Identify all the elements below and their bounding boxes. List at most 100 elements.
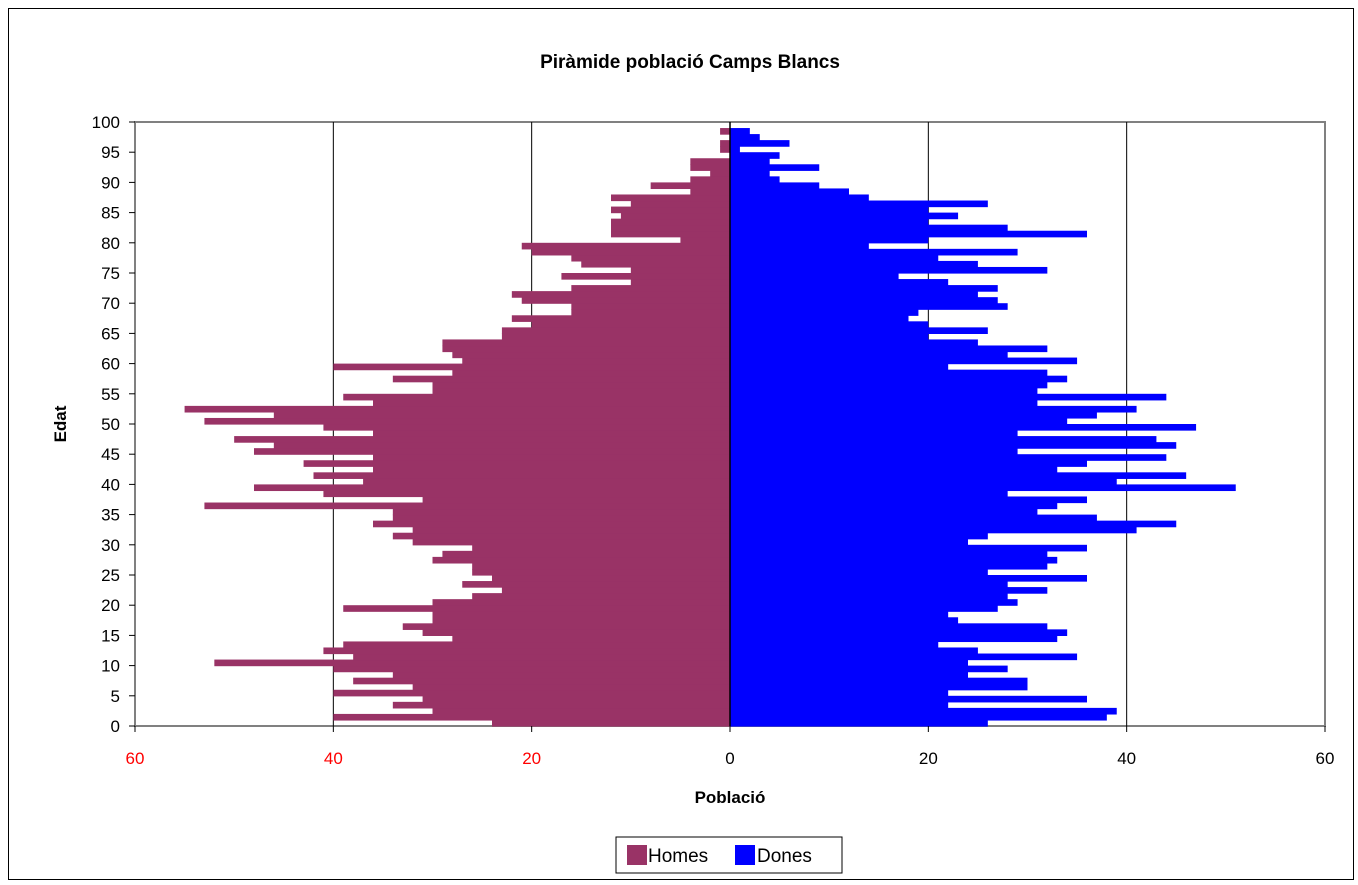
bar-dones bbox=[730, 707, 1117, 715]
bar-dones bbox=[730, 206, 929, 214]
x-tick-label: 40 bbox=[324, 749, 343, 768]
bar-homes bbox=[422, 496, 730, 504]
y-tick-label: 10 bbox=[101, 657, 120, 676]
bar-dones bbox=[730, 224, 1008, 232]
y-tick-label: 40 bbox=[101, 475, 120, 494]
bar-homes bbox=[690, 164, 730, 171]
bar-dones bbox=[730, 194, 869, 202]
bar-dones bbox=[730, 303, 1008, 310]
bar-dones bbox=[730, 526, 1137, 534]
bar-dones bbox=[730, 454, 1167, 461]
bar-dones bbox=[730, 544, 1087, 552]
bar-dones bbox=[730, 617, 959, 624]
y-tick-label: 5 bbox=[111, 687, 120, 706]
chart-title: Piràmide població Camps Blancs bbox=[540, 52, 840, 73]
y-tick-label: 75 bbox=[101, 264, 120, 283]
bar-dones bbox=[730, 599, 1018, 606]
bar-dones bbox=[730, 641, 939, 649]
bar-dones bbox=[730, 315, 909, 322]
bar-homes bbox=[343, 641, 730, 649]
bar-dones bbox=[730, 279, 949, 286]
bar-homes bbox=[521, 297, 730, 304]
bar-homes bbox=[432, 381, 730, 389]
bar-homes bbox=[531, 248, 730, 256]
bar-homes bbox=[501, 327, 730, 334]
bar-homes bbox=[234, 436, 730, 443]
bar-dones bbox=[730, 430, 1018, 437]
bar-homes bbox=[333, 713, 730, 721]
bar-homes bbox=[392, 671, 730, 679]
bar-homes bbox=[204, 502, 730, 510]
bar-homes bbox=[303, 460, 730, 467]
bar-dones bbox=[730, 357, 1078, 365]
legend: Homes Dones bbox=[615, 836, 843, 874]
bar-dones bbox=[730, 496, 1087, 504]
bar-dones bbox=[730, 405, 1137, 413]
bar-homes bbox=[581, 260, 730, 268]
bar-dones bbox=[730, 375, 1068, 383]
bar-homes bbox=[442, 339, 730, 347]
bar-homes bbox=[472, 544, 730, 552]
bar-homes bbox=[273, 442, 730, 449]
bar-homes bbox=[531, 321, 730, 328]
bar-homes bbox=[392, 701, 730, 709]
bar-homes bbox=[462, 581, 730, 588]
x-tick-label: 20 bbox=[522, 749, 541, 768]
bar-homes bbox=[611, 218, 730, 226]
bar-homes bbox=[452, 369, 730, 377]
bar-homes bbox=[214, 659, 731, 667]
y-tick-label: 90 bbox=[101, 173, 120, 192]
bar-dones bbox=[730, 478, 1117, 485]
bar-homes bbox=[184, 405, 731, 413]
y-tick-label: 0 bbox=[111, 717, 120, 736]
bar-homes bbox=[323, 490, 730, 498]
bar-homes bbox=[392, 514, 730, 522]
bar-homes bbox=[402, 623, 730, 630]
bar-dones bbox=[730, 254, 939, 262]
bar-dones bbox=[730, 695, 1087, 703]
bar-homes bbox=[254, 448, 730, 455]
bar-dones bbox=[730, 677, 1028, 685]
bar-dones bbox=[730, 611, 949, 618]
bar-dones bbox=[730, 327, 988, 334]
x-tick-label: 20 bbox=[919, 749, 938, 768]
bar-dones bbox=[730, 472, 1187, 479]
bar-dones bbox=[730, 556, 1058, 564]
bar-dones bbox=[730, 128, 750, 135]
bar-homes bbox=[412, 538, 730, 546]
legend-label-homes: Homes bbox=[648, 846, 708, 867]
legend-label-dones: Dones bbox=[757, 846, 812, 867]
bar-homes bbox=[392, 532, 730, 540]
bar-dones bbox=[730, 393, 1167, 401]
bar-dones bbox=[730, 248, 1018, 256]
bar-dones bbox=[730, 575, 1087, 582]
bar-dones bbox=[730, 562, 1048, 570]
bar-dones bbox=[730, 587, 1048, 594]
bar-homes bbox=[630, 279, 730, 286]
bar-dones bbox=[730, 411, 1097, 419]
bar-homes bbox=[343, 393, 730, 401]
y-tick-label: 80 bbox=[101, 234, 120, 253]
bar-dones bbox=[730, 629, 1068, 636]
bar-homes bbox=[611, 224, 730, 232]
bar-dones bbox=[730, 508, 1038, 516]
bar-homes bbox=[611, 206, 730, 214]
bar-dones bbox=[730, 236, 929, 244]
bar-homes bbox=[432, 556, 730, 564]
bar-dones bbox=[730, 369, 1048, 377]
bar-dones bbox=[730, 285, 998, 292]
bar-homes bbox=[432, 617, 730, 624]
bar-dones bbox=[730, 442, 1177, 449]
y-tick-label: 95 bbox=[101, 143, 120, 162]
bar-dones bbox=[730, 146, 740, 153]
bar-dones bbox=[730, 605, 998, 612]
bar-homes bbox=[710, 170, 730, 177]
bar-dones bbox=[730, 659, 968, 667]
y-tick-label: 60 bbox=[101, 355, 120, 374]
bar-dones bbox=[730, 291, 978, 298]
bar-dones bbox=[730, 466, 1058, 473]
bar-homes bbox=[373, 466, 730, 473]
y-tick-label: 25 bbox=[101, 566, 120, 585]
bar-homes bbox=[492, 575, 730, 582]
